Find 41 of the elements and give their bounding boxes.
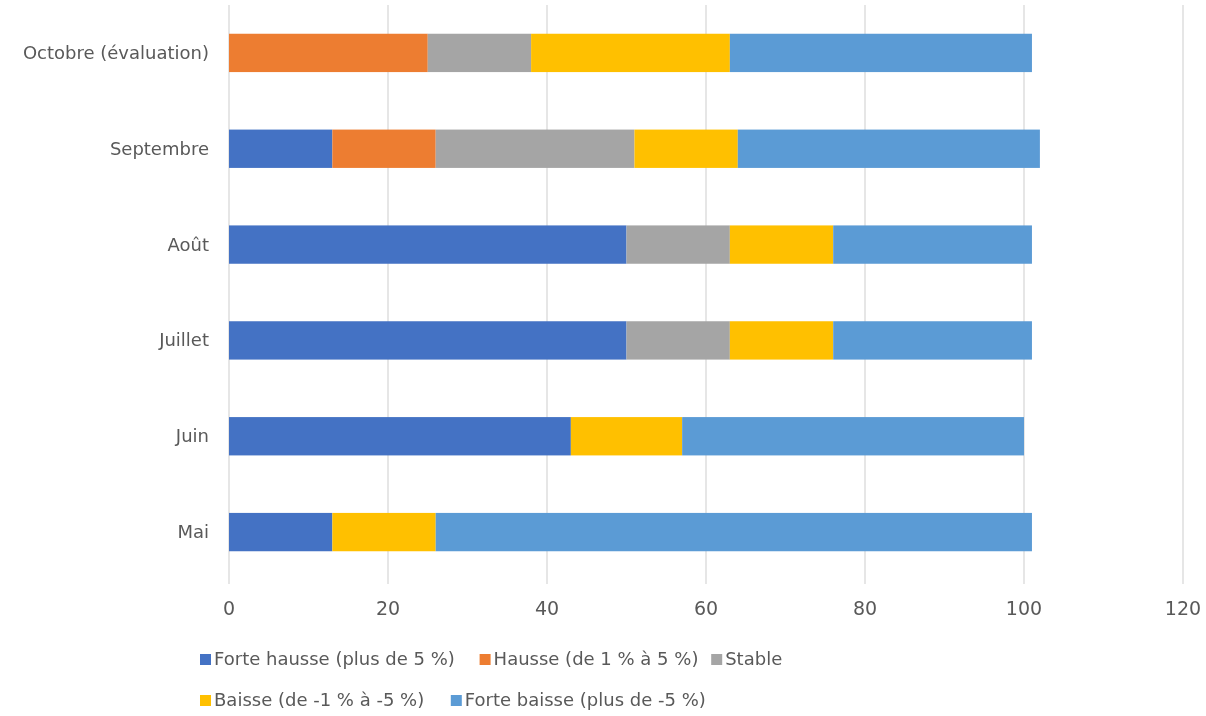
bar <box>229 33 428 73</box>
x-tick-label: 60 <box>693 597 719 619</box>
y-tick-label: Juillet <box>158 329 209 351</box>
bar <box>729 33 1032 73</box>
bar <box>229 321 627 360</box>
bar <box>729 225 834 264</box>
bar <box>729 321 834 360</box>
y-tick-label: Juin <box>174 425 209 447</box>
bar <box>626 321 730 360</box>
legend-label: Hausse (de 1 % à 5 %) <box>493 648 699 669</box>
x-tick-label: 0 <box>222 597 236 619</box>
x-tick-label: 120 <box>1164 597 1202 619</box>
bar <box>427 33 532 73</box>
bar <box>634 129 738 168</box>
bar <box>435 512 1032 552</box>
y-tick-label: Août <box>167 233 209 255</box>
y-tick-label: Mai <box>177 521 209 543</box>
bar <box>531 33 730 73</box>
bar <box>435 129 635 168</box>
bar <box>626 225 730 264</box>
legend-label: Stable <box>725 648 783 669</box>
bar <box>229 512 333 552</box>
bar <box>229 417 571 456</box>
bar <box>833 225 1032 264</box>
x-tick-label: 40 <box>534 597 560 619</box>
bar <box>229 129 333 168</box>
x-tick-label: 100 <box>1005 597 1043 619</box>
bar <box>570 417 683 456</box>
bar <box>332 129 436 168</box>
bar <box>229 225 627 264</box>
x-tick-label: 20 <box>375 597 401 619</box>
bar <box>737 129 1040 168</box>
bar <box>682 417 1024 456</box>
x-tick-label: 80 <box>852 597 878 619</box>
y-tick-label: Septembre <box>109 137 209 159</box>
bar <box>833 321 1032 360</box>
legend-label: Forte hausse (plus de 5 %) <box>214 648 455 669</box>
y-tick-label: Octobre (évaluation) <box>22 41 209 63</box>
bar <box>332 512 436 552</box>
legend-label: Forte baisse (plus de -5 %) <box>464 689 706 710</box>
legend-label: Baisse (de -1 % à -5 %) <box>214 689 425 710</box>
